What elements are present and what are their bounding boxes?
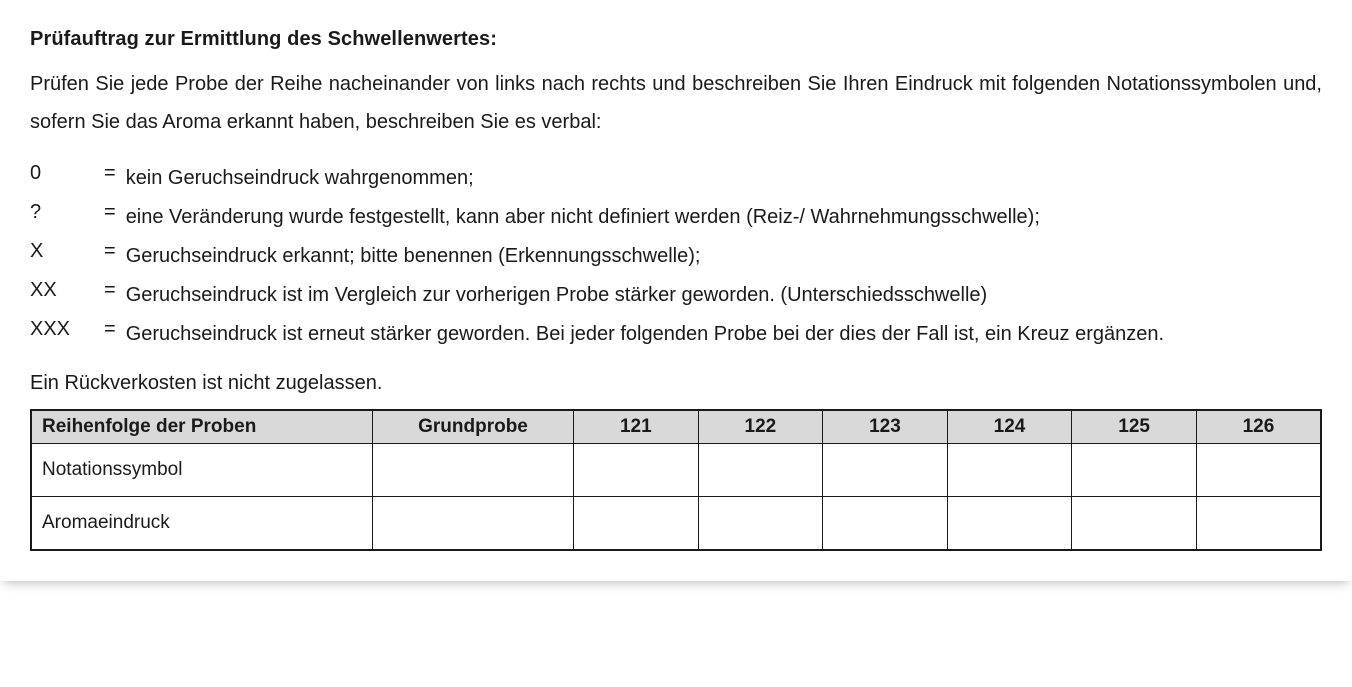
table-cell — [823, 444, 948, 497]
table-cell — [574, 444, 699, 497]
table-header-cell: 125 — [1072, 410, 1197, 444]
legend-description: Geruchseindruck ist im Vergleich zur vor… — [126, 276, 1164, 315]
table-row: Notationssymbol — [31, 444, 1321, 497]
table-body: NotationssymbolAromaeindruck — [31, 444, 1321, 551]
legend-symbol: XXX — [30, 315, 104, 354]
table-header-cell: Grundprobe — [373, 410, 574, 444]
table-header-cell: 121 — [574, 410, 699, 444]
table-row: Aromaeindruck — [31, 497, 1321, 551]
legend-row: ?=eine Veränderung wurde festgestellt, k… — [30, 198, 1164, 237]
legend-symbol: 0 — [30, 159, 104, 198]
table-cell — [947, 444, 1072, 497]
table-cell — [1196, 444, 1321, 497]
table-header-cell: 123 — [823, 410, 948, 444]
legend-equals: = — [104, 315, 126, 354]
table-row-label: Aromaeindruck — [31, 497, 373, 551]
table-cell — [1196, 497, 1321, 551]
page-title: Prüfauftrag zur Ermittlung des Schwellen… — [30, 28, 1322, 51]
legend-row: X=Geruchseindruck erkannt; bitte benenne… — [30, 237, 1164, 276]
table-cell — [698, 444, 823, 497]
legend-description: kein Geruchseindruck wahrgenommen; — [126, 159, 1164, 198]
legend-row: XX=Geruchseindruck ist im Vergleich zur … — [30, 276, 1164, 315]
table-cell — [823, 497, 948, 551]
legend-equals: = — [104, 159, 126, 198]
legend-equals: = — [104, 198, 126, 237]
samples-table: Reihenfolge der ProbenGrundprobe12112212… — [30, 409, 1322, 551]
notation-legend: 0=kein Geruchseindruck wahrgenommen;?=ei… — [30, 159, 1164, 354]
table-header-cell: 122 — [698, 410, 823, 444]
legend-symbol: ? — [30, 198, 104, 237]
table-header-rowlabel: Reihenfolge der Proben — [31, 410, 373, 444]
legend-symbol: XX — [30, 276, 104, 315]
legend-equals: = — [104, 276, 126, 315]
legend-equals: = — [104, 237, 126, 276]
intro-paragraph: Prüfen Sie jede Probe der Reihe nacheina… — [30, 65, 1322, 141]
legend-description: eine Veränderung wurde festgestellt, kan… — [126, 198, 1164, 237]
table-header-cell: 124 — [947, 410, 1072, 444]
table-row-label: Notationssymbol — [31, 444, 373, 497]
legend-description: Geruchseindruck erkannt; bitte benennen … — [126, 237, 1164, 276]
table-cell — [574, 497, 699, 551]
document-page: Prüfauftrag zur Ermittlung des Schwellen… — [0, 0, 1352, 581]
legend-description: Geruchseindruck ist erneut stärker gewor… — [126, 315, 1164, 354]
table-cell — [1072, 497, 1197, 551]
legend-symbol: X — [30, 237, 104, 276]
legend-row: 0=kein Geruchseindruck wahrgenommen; — [30, 159, 1164, 198]
restriction-note: Ein Rückverkosten ist nicht zugelassen. — [30, 372, 1322, 395]
table-header-cell: 126 — [1196, 410, 1321, 444]
table-cell — [1072, 444, 1197, 497]
legend-row: XXX=Geruchseindruck ist erneut stärker g… — [30, 315, 1164, 354]
table-cell — [947, 497, 1072, 551]
table-cell — [373, 444, 574, 497]
table-cell — [698, 497, 823, 551]
table-cell — [373, 497, 574, 551]
table-header-row: Reihenfolge der ProbenGrundprobe12112212… — [31, 410, 1321, 444]
table-head: Reihenfolge der ProbenGrundprobe12112212… — [31, 410, 1321, 444]
